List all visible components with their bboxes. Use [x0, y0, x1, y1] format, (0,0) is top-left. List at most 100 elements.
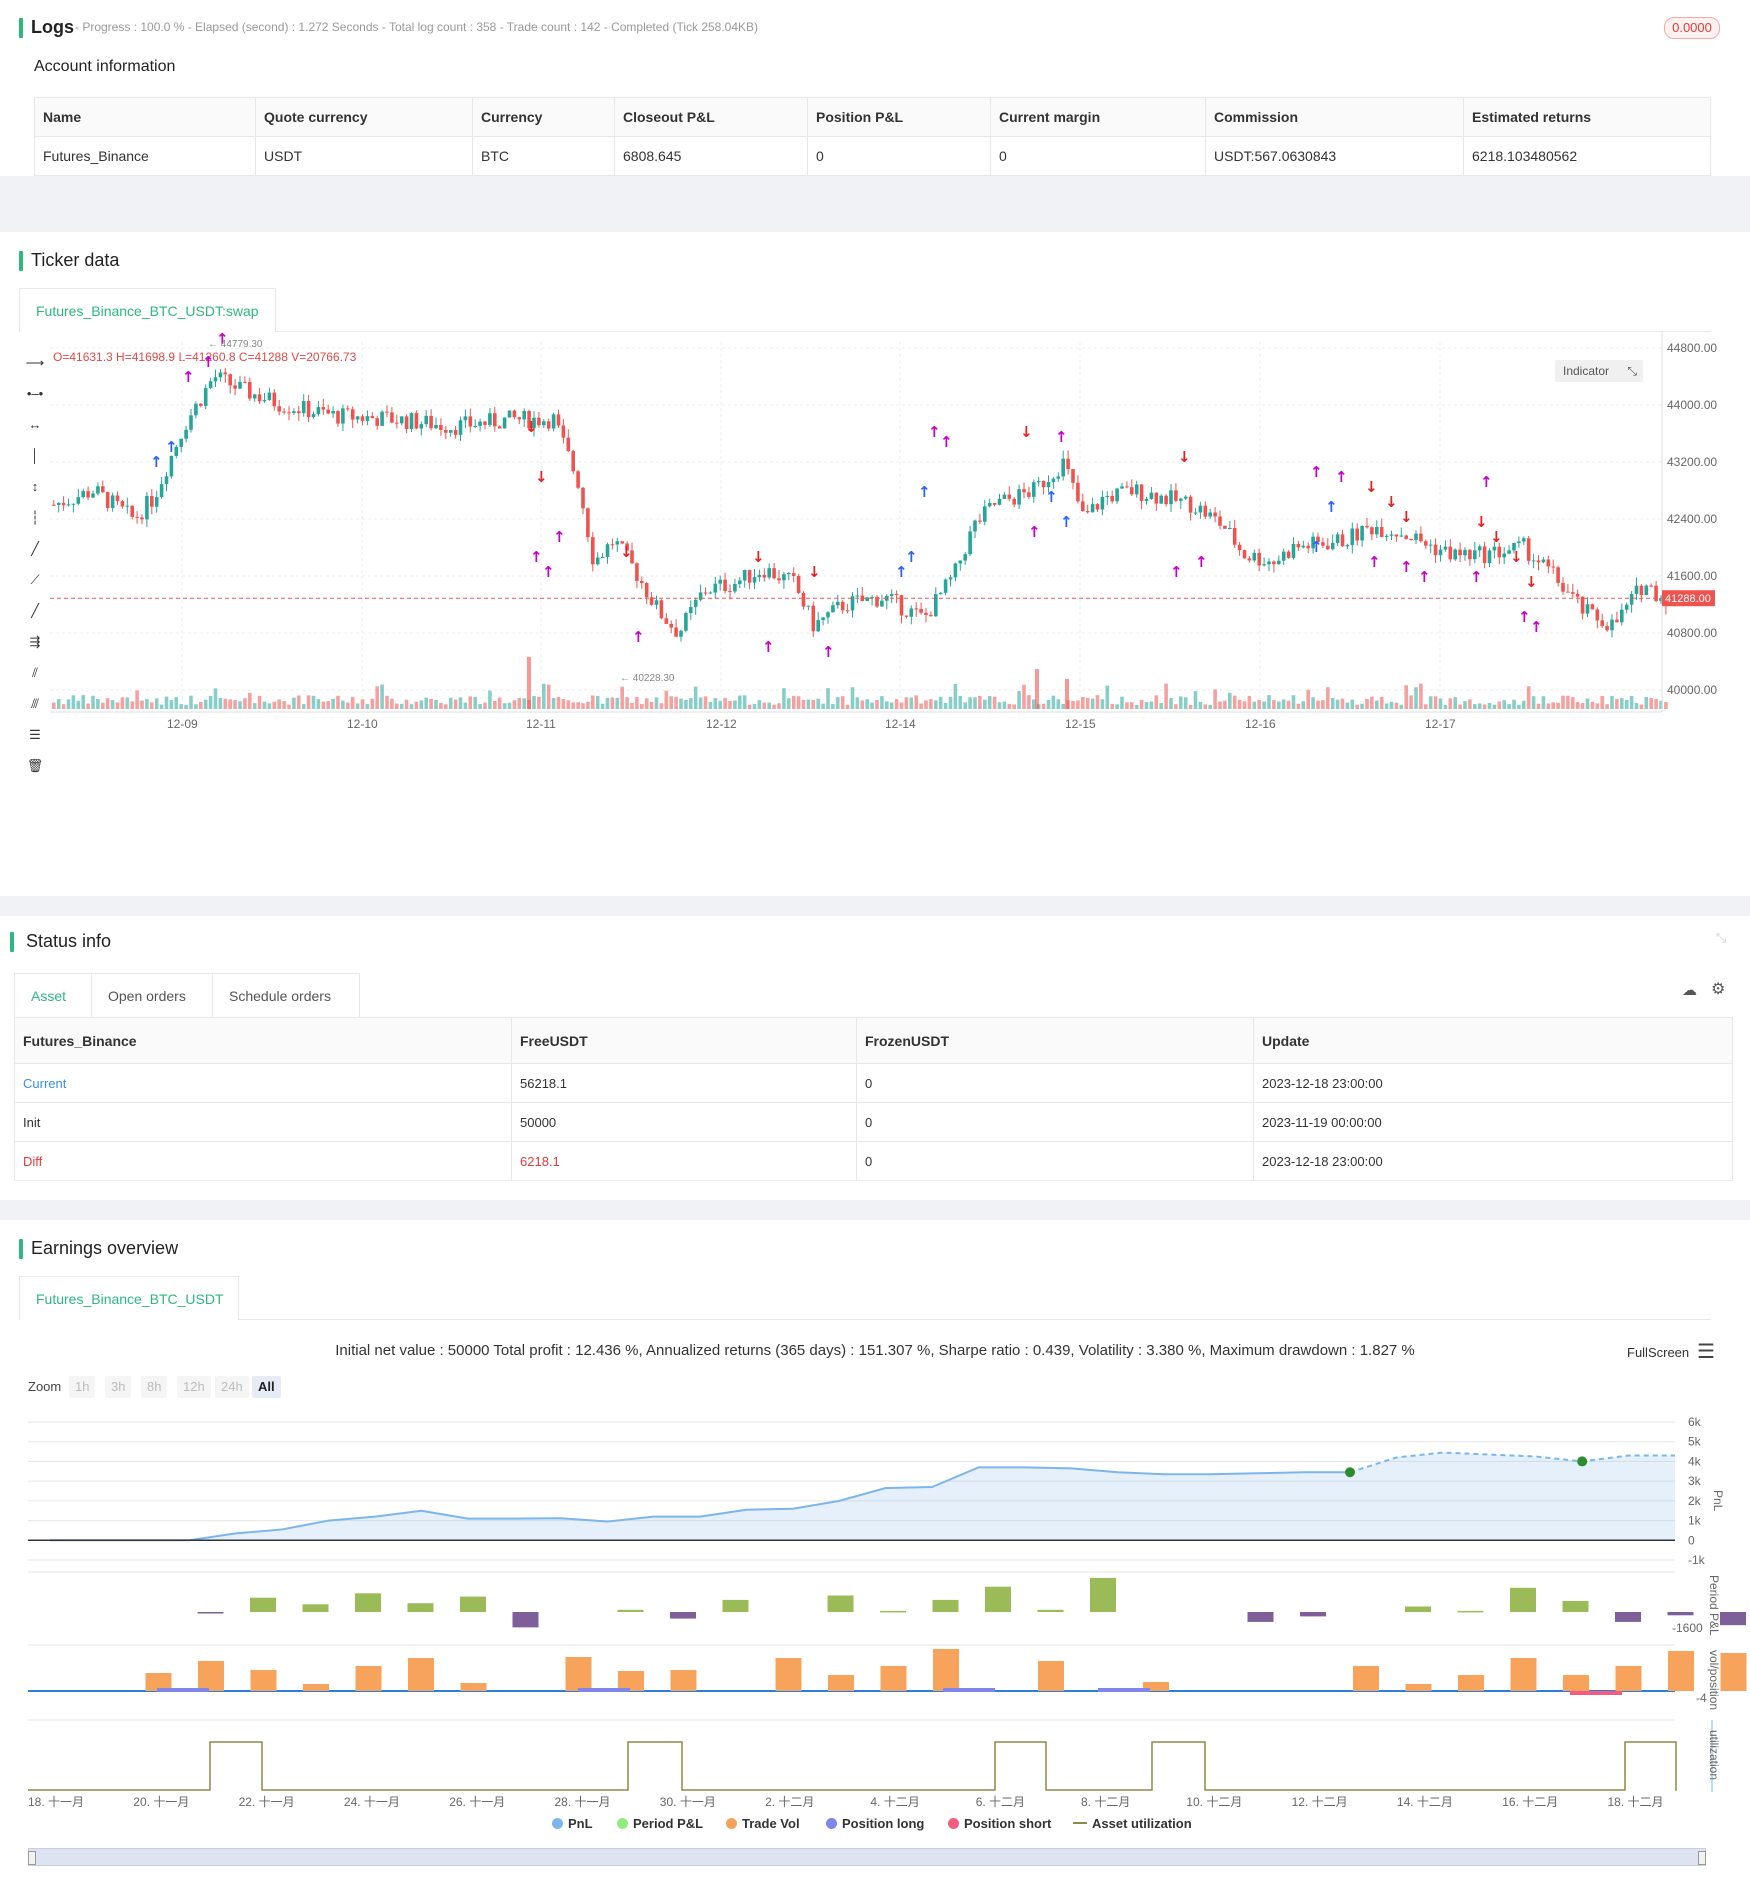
candlestick-chart[interactable]: ↑↑↑↑↑↓↓↑↑↑↓↑↓↑↓↑↑↑↑↑↑↓ ↑↑↑↑↓↑↑↑↑↑ ↑↓↓↓↑ ↑↑↓… — [0, 232, 1750, 896]
volume-bar — [762, 702, 767, 709]
candle-body — [1659, 598, 1663, 602]
volume-bar — [1561, 695, 1565, 709]
candle-body — [434, 424, 438, 429]
volume-bar — [321, 701, 326, 709]
trade-vol-bar — [1143, 1682, 1169, 1691]
volume-bar — [772, 704, 776, 709]
navigator-handle-right[interactable] — [1698, 1851, 1706, 1865]
ray-line-icon[interactable]: ⟋ — [30, 572, 40, 587]
candle-body — [1448, 546, 1453, 560]
legend-pnl[interactable]: PnL — [552, 1816, 593, 1831]
vertical-ray-icon[interactable]: ↕ — [31, 479, 39, 494]
volume-bar — [659, 703, 664, 709]
volume-bar — [252, 703, 257, 709]
fib-levels-icon[interactable]: ☰ — [29, 727, 41, 742]
volume-bar — [488, 690, 492, 709]
volume-bar — [292, 697, 296, 709]
volume-bar — [1090, 698, 1095, 709]
volume-bar — [708, 702, 713, 709]
volume-bar — [507, 702, 512, 709]
legend-period-pnl[interactable]: Period P&L — [617, 1816, 703, 1831]
segment-line-icon[interactable]: ╱ — [31, 603, 39, 618]
trend-line-icon[interactable]: ╱ — [31, 541, 39, 556]
zoom-3h[interactable]: 3h — [105, 1376, 132, 1398]
tab-open-orders[interactable]: Open orders — [91, 973, 213, 1017]
candle-body — [556, 414, 561, 426]
volume-bar — [742, 695, 747, 709]
candle-body — [189, 415, 193, 430]
cell: 6808.645 — [614, 136, 808, 176]
cloud-download-icon[interactable]: ☁ — [1682, 982, 1697, 999]
zoom-24h[interactable]: 24h — [215, 1376, 249, 1398]
candle-body — [267, 392, 272, 401]
candle-body — [1149, 492, 1154, 499]
volume-bar — [1615, 698, 1619, 709]
logs-status: - Progress : 100.0 % - Elapsed (second) … — [75, 20, 759, 34]
vertical-line-icon[interactable]: │ — [30, 448, 40, 463]
candle-body — [429, 415, 433, 429]
collapse-icon[interactable]: ⤡ — [1716, 930, 1727, 945]
date-tick-label: 12-11 — [526, 717, 556, 731]
candle-body — [1100, 496, 1105, 510]
legend-position-long[interactable]: Position long — [826, 1816, 924, 1831]
pnl-tick-label: -1k — [1688, 1553, 1706, 1567]
parallel-channel-icon[interactable]: ⫽ — [32, 665, 38, 680]
volume-bar — [1208, 704, 1212, 709]
tab-asset[interactable]: Asset — [14, 973, 92, 1017]
zoom-all[interactable]: All — [252, 1376, 281, 1398]
volume-bar — [1379, 696, 1384, 709]
gear-icon[interactable]: ⚙ — [1711, 981, 1726, 998]
volume-bar — [463, 702, 468, 709]
menu-icon[interactable]: ☰ — [1697, 1341, 1715, 1363]
tab-earnings-symbol[interactable]: Futures_Binance_BTC_USDT — [19, 1276, 239, 1320]
navigator-scrollbar[interactable] — [28, 1848, 1706, 1866]
legend-position-short[interactable]: Position short — [948, 1816, 1051, 1831]
volume-bar — [404, 699, 409, 709]
volume-bar — [1071, 700, 1075, 709]
volume-bar — [1384, 703, 1389, 709]
candle-body — [1428, 544, 1433, 546]
fibonacci-icon[interactable]: ⫻ — [31, 696, 39, 711]
candle-body — [703, 592, 708, 594]
candle-body — [154, 497, 159, 507]
candle-body — [1350, 528, 1355, 545]
cell: 0 — [990, 136, 1206, 176]
candle-body — [1242, 550, 1247, 559]
legend-trade-vol[interactable]: Trade Vol — [726, 1816, 800, 1831]
candle-body — [659, 600, 664, 619]
fullscreen-button[interactable]: FullScreen — [1627, 1345, 1689, 1360]
candle-body — [1590, 604, 1595, 610]
tab-ticker-symbol[interactable]: Futures_Binance_BTC_USDT:swap — [19, 288, 276, 332]
candle-body — [919, 608, 923, 613]
navigator-handle-left[interactable] — [28, 1851, 36, 1865]
vertical-segment-icon[interactable]: ┆ — [31, 510, 39, 525]
candle-body — [507, 410, 512, 418]
earnings-chart[interactable]: 6k 5k 4k 3k 2k 1k 0 -1k PnL -1600 Period P&L -4 vol/… — [0, 1400, 1750, 1880]
volume-bar — [473, 697, 477, 709]
candle-body — [297, 411, 301, 414]
vol-axis-min: -4 — [1696, 1691, 1707, 1705]
zoom-12h[interactable]: 12h — [177, 1376, 211, 1398]
indicator-button[interactable]: Indicator ⤡ — [1555, 360, 1643, 382]
volume-bar — [948, 696, 953, 709]
candle-body — [311, 414, 316, 418]
candle-body — [855, 595, 860, 597]
zoom-1h[interactable]: 1h — [69, 1376, 96, 1398]
tab-schedule-orders[interactable]: Schedule orders — [212, 973, 360, 1017]
volume-bar — [1350, 699, 1355, 709]
candle-body — [899, 595, 904, 616]
volume-bar — [546, 684, 551, 709]
horizontal-segment-icon[interactable]: ↔ — [28, 417, 42, 432]
period-pnl-bar — [985, 1586, 1011, 1612]
trash-icon[interactable]: 🗑 — [26, 758, 44, 773]
candle-body — [395, 422, 399, 424]
volume-bar — [1237, 699, 1242, 709]
horizontal-line-icon[interactable]: ⟶ — [25, 355, 45, 370]
price-line-icon[interactable]: ⇶ — [29, 634, 41, 649]
horizontal-ray-icon[interactable]: •–• — [26, 386, 44, 401]
volume-bar — [845, 704, 850, 709]
date-tick-label: 12-14 — [885, 717, 916, 731]
balance-badge[interactable]: 0.0000 — [1664, 17, 1720, 39]
legend-asset-utilization[interactable]: Asset utilization — [1073, 1816, 1192, 1831]
zoom-8h[interactable]: 8h — [141, 1376, 168, 1398]
